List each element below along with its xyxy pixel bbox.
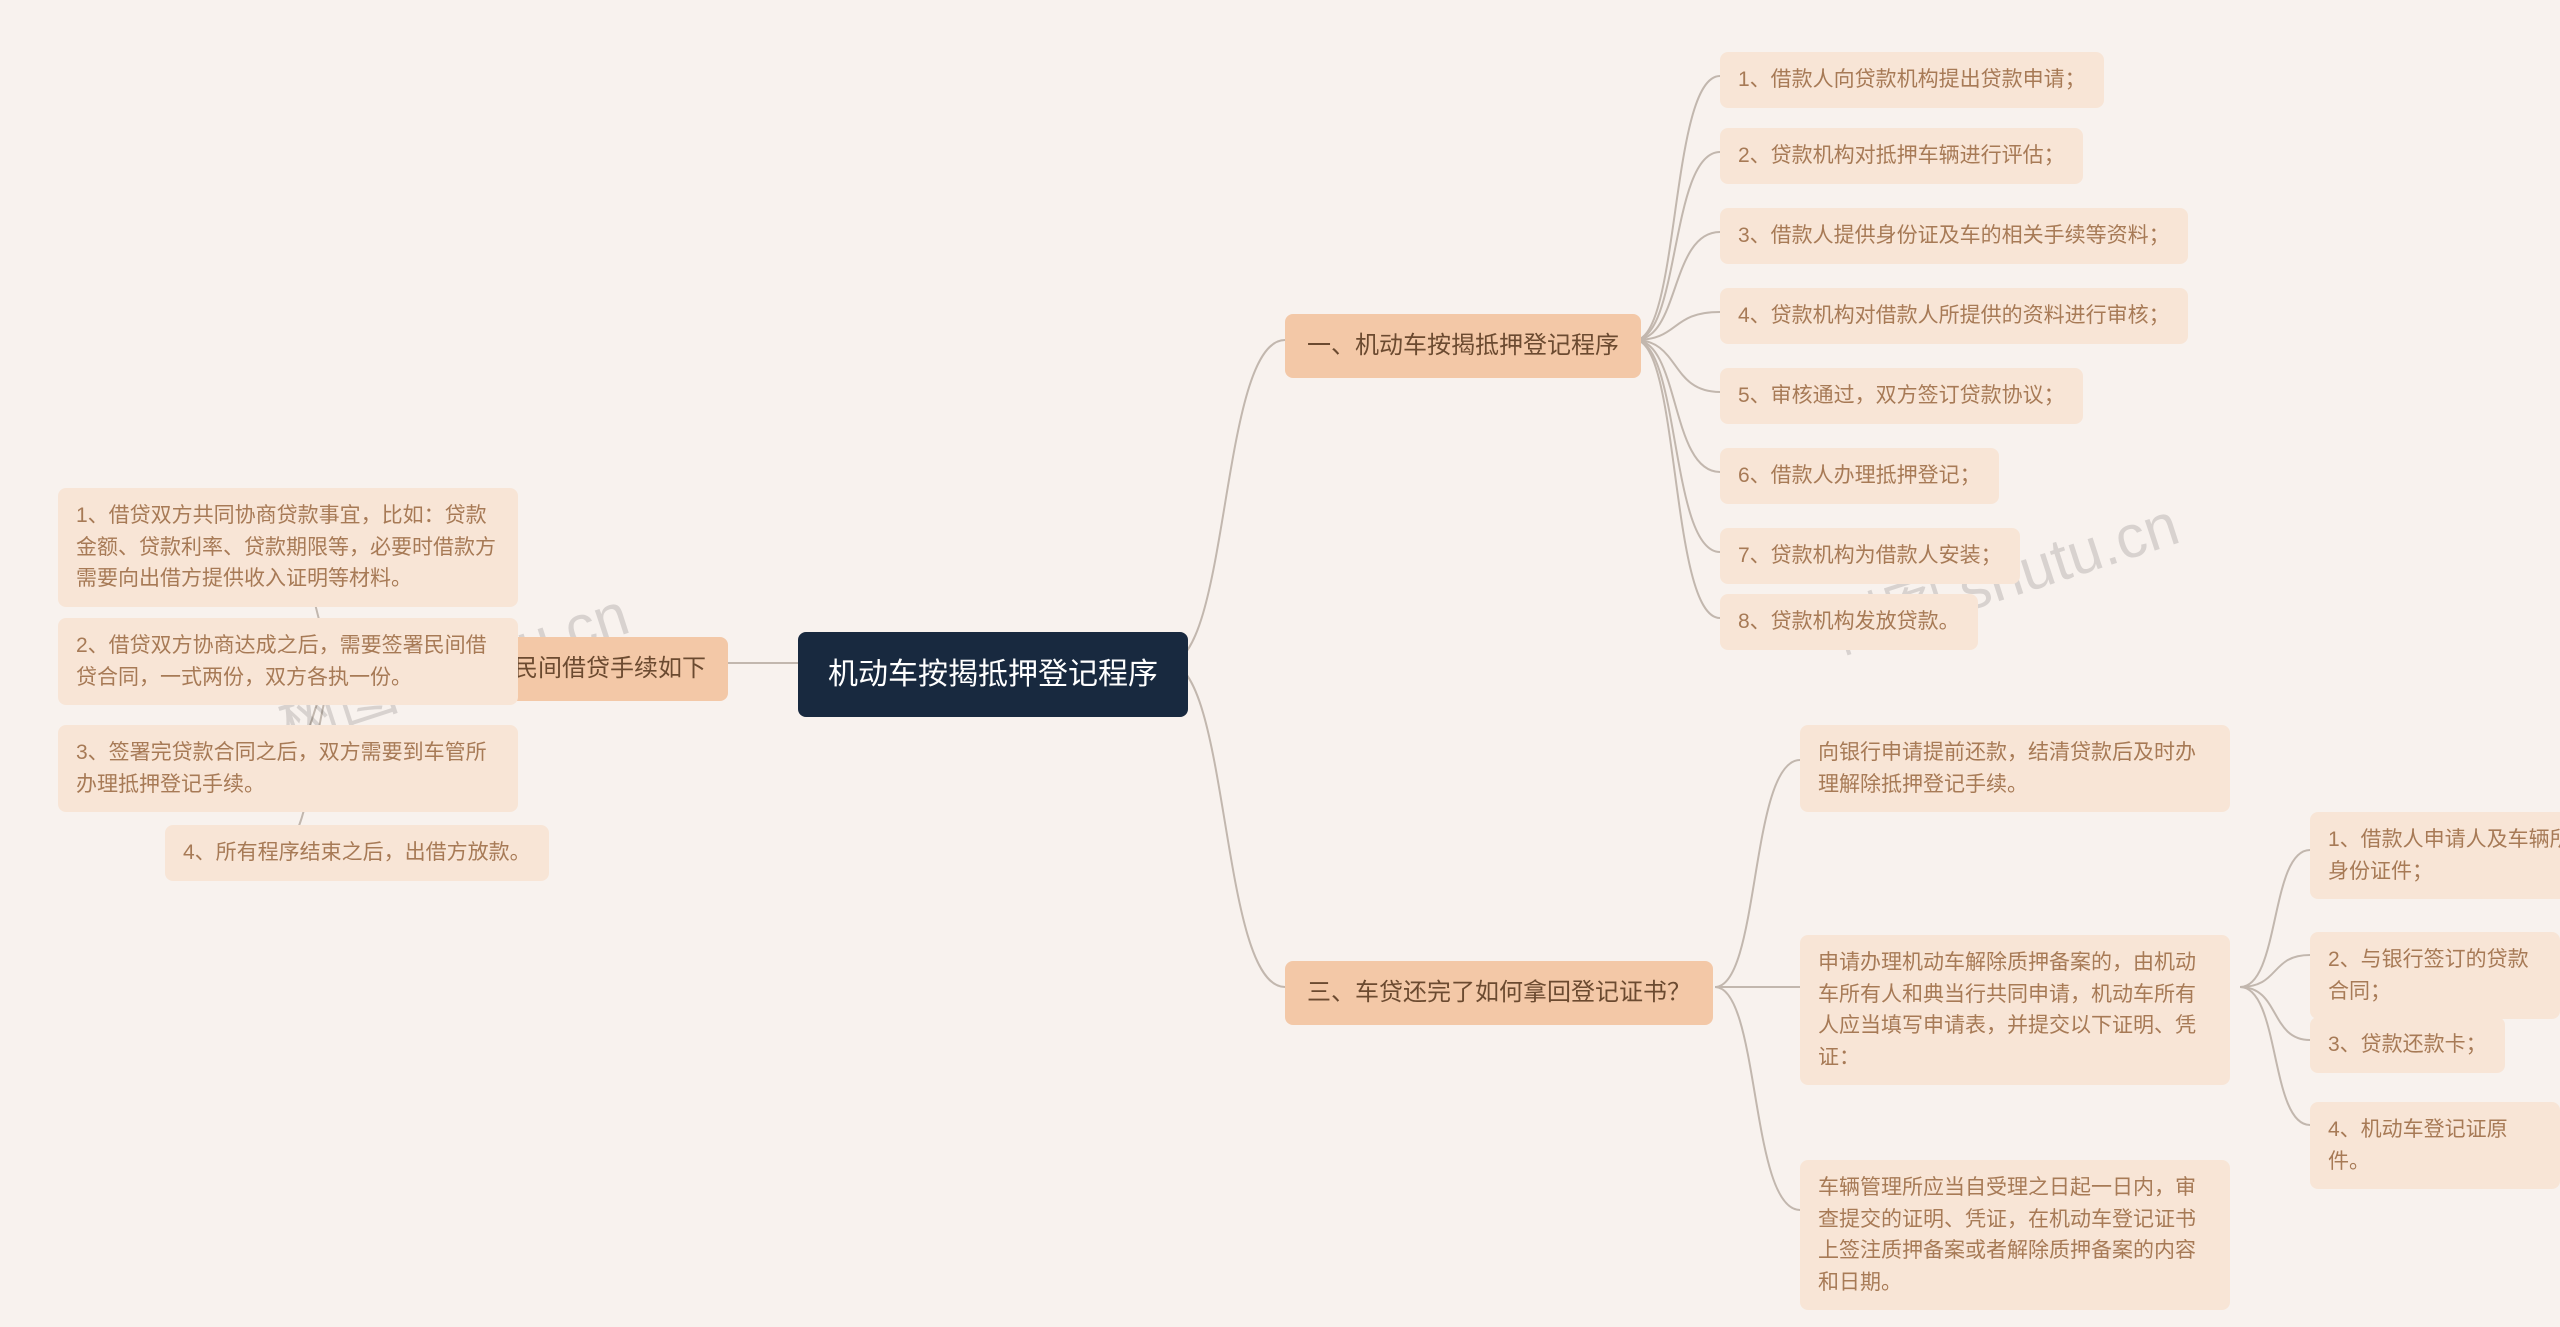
b3-l2-child-1: 1、借款人申请人及车辆所有人的有效身份证件； (2310, 812, 2560, 899)
b1-leaf-3: 3、借款人提供身份证及车的相关手续等资料； (1720, 208, 2188, 264)
b2-leaf-1: 1、借贷双方共同协商贷款事宜，比如：贷款金额、贷款利率、贷款期限等，必要时借款方… (58, 488, 518, 607)
b1-leaf-6: 6、借款人办理抵押登记； (1720, 448, 1999, 504)
root-node[interactable]: 机动车按揭抵押登记程序 (798, 632, 1188, 717)
b3-l2-child-4: 4、机动车登记证原件。 (2310, 1102, 2560, 1189)
b1-leaf-7: 7、贷款机构为借款人安装； (1720, 528, 2020, 584)
b2-leaf-4: 4、所有程序结束之后，出借方放款。 (165, 825, 549, 881)
b3-leaf-1: 向银行申请提前还款，结清贷款后及时办理解除抵押登记手续。 (1800, 725, 2230, 812)
b3-l2-child-2: 2、与银行签订的贷款合同； (2310, 932, 2560, 1019)
b3-leaf-2: 申请办理机动车解除质押备案的，由机动车所有人和典当行共同申请，机动车所有人应当填… (1800, 935, 2230, 1085)
b1-leaf-8: 8、贷款机构发放贷款。 (1720, 594, 1978, 650)
branch-3[interactable]: 三、车贷还完了如何拿回登记证书？ (1285, 961, 1713, 1025)
b1-leaf-2: 2、贷款机构对抵押车辆进行评估； (1720, 128, 2083, 184)
b1-leaf-4: 4、贷款机构对借款人所提供的资料进行审核； (1720, 288, 2188, 344)
b2-leaf-3: 3、签署完贷款合同之后，双方需要到车管所办理抵押登记手续。 (58, 725, 518, 812)
b2-leaf-2: 2、借贷双方协商达成之后，需要签署民间借贷合同，一式两份，双方各执一份。 (58, 618, 518, 705)
b1-leaf-1: 1、借款人向贷款机构提出贷款申请； (1720, 52, 2104, 108)
branch-1[interactable]: 一、机动车按揭抵押登记程序 (1285, 314, 1641, 378)
b3-l2-child-3: 3、贷款还款卡； (2310, 1017, 2505, 1073)
b1-leaf-5: 5、审核通过，双方签订贷款协议； (1720, 368, 2083, 424)
b3-leaf-3: 车辆管理所应当自受理之日起一日内，审查提交的证明、凭证，在机动车登记证书上签注质… (1800, 1160, 2230, 1310)
